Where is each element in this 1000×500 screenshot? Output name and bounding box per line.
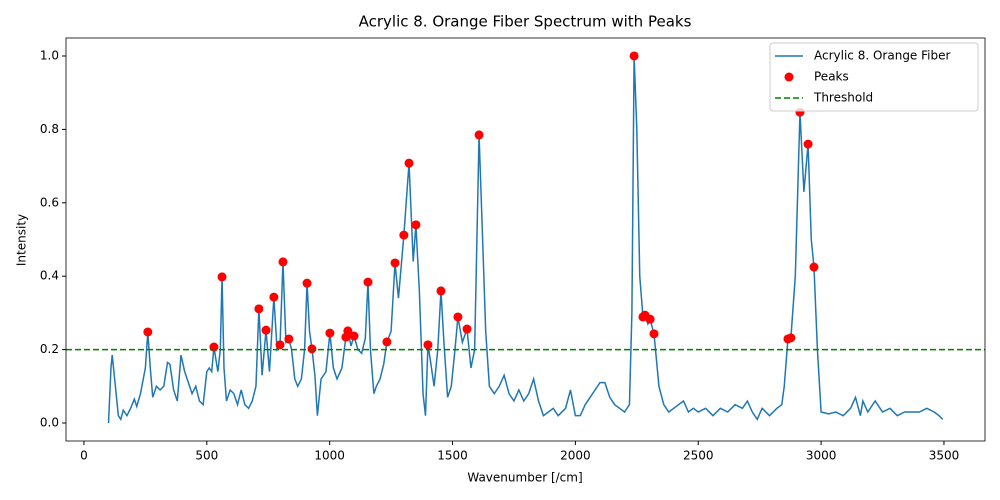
legend-label: Threshold	[813, 91, 873, 105]
x-tick-label: 3000	[806, 449, 837, 463]
peak-point	[217, 272, 227, 282]
peak-point	[411, 220, 421, 230]
peak-point	[390, 258, 400, 268]
peak-point	[382, 337, 392, 347]
y-tick-label: 0.4	[40, 269, 59, 283]
peak-point	[261, 325, 271, 335]
spectrum-line	[107, 55, 944, 424]
x-tick-label: 2500	[683, 449, 714, 463]
peak-point	[436, 286, 446, 296]
peak-point	[143, 327, 153, 337]
legend-box	[769, 42, 979, 112]
legend-label: Peaks	[814, 70, 849, 84]
peak-point	[278, 257, 288, 267]
peak-point	[809, 262, 819, 272]
peak-point	[399, 230, 409, 240]
y-tick-label: 1.0	[40, 48, 59, 62]
peak-point	[453, 312, 463, 322]
y-tick-label: 0.2	[40, 342, 59, 356]
peak-point	[275, 340, 285, 350]
peak-point	[284, 334, 294, 344]
peak-point	[474, 130, 484, 140]
x-tick-label: 2000	[560, 449, 591, 463]
peak-point	[629, 51, 639, 61]
peak-point	[302, 278, 312, 288]
x-tick-label: 500	[195, 449, 218, 463]
y-axis-label: Intensity	[15, 214, 29, 266]
peak-point	[462, 324, 472, 334]
x-tick-label: 3500	[929, 449, 960, 463]
legend-label: Acrylic 8. Orange Fiber	[814, 49, 950, 63]
peak-point	[803, 139, 813, 149]
x-tick-label: 1500	[437, 449, 468, 463]
peak-point	[254, 304, 264, 314]
peak-point	[404, 158, 414, 168]
peak-point	[349, 331, 359, 341]
peak-point	[649, 329, 659, 339]
peak-point	[269, 292, 279, 302]
peak-point	[786, 333, 796, 343]
y-tick-label: 0.0	[40, 416, 59, 430]
y-tick-label: 0.8	[40, 122, 59, 136]
peak-point	[343, 326, 353, 336]
peak-point	[325, 328, 335, 338]
y-tick-label: 0.6	[40, 195, 59, 209]
legend-marker	[784, 72, 794, 82]
x-tick-label: 1000	[314, 449, 345, 463]
x-tick-label: 0	[80, 449, 88, 463]
chart-title: Acrylic 8. Orange Fiber Spectrum with Pe…	[359, 13, 692, 31]
plot-frame	[65, 37, 986, 442]
x-axis-label: Wavenumber [/cm]	[467, 471, 582, 485]
peak-point	[645, 314, 655, 324]
peak-point	[423, 340, 433, 350]
peak-point	[363, 277, 373, 287]
